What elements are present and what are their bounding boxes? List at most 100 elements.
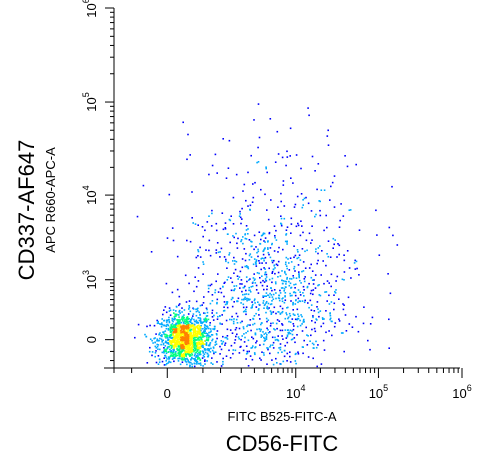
event-dot [156,345,159,348]
event-dot [242,349,245,352]
event-dot [206,333,209,335]
event-dot [177,346,180,348]
event-dot [303,289,305,291]
event-dot [208,239,211,242]
event-dot [253,119,255,121]
event-dot [189,310,192,313]
event-dot [176,340,179,343]
event-dot [297,313,299,316]
event-dot [201,341,204,344]
event-dot [266,363,268,365]
event-dot [224,228,227,230]
event-dot [245,358,247,360]
event-dot [267,294,269,296]
event-dot [269,303,272,306]
event-dot [285,280,288,283]
event-dot [209,324,211,326]
event-dot [266,171,268,174]
event-dot [162,342,165,345]
event-dot [209,284,212,287]
event-dot [316,319,318,321]
event-dot [200,322,202,324]
event-dot [277,339,280,342]
event-dot [155,347,158,349]
event-dot [281,310,284,313]
event-dot [144,333,146,336]
event-dot [260,323,262,326]
event-dot [307,356,310,358]
event-dot [177,357,179,360]
event-dot [265,273,268,276]
event-dot [290,261,293,263]
event-dot [214,291,216,294]
event-dot [276,362,278,364]
event-dot [333,302,336,305]
event-dot [202,343,205,345]
event-dot [263,340,266,342]
event-dot [222,286,224,288]
event-dot [265,335,268,338]
event-dot [180,334,183,336]
event-dot [176,333,178,335]
event-dot [229,329,232,331]
event-dot [254,332,257,334]
event-dot [260,188,262,191]
event-dot [198,343,200,346]
event-dot [195,308,197,311]
event-dot [177,352,179,354]
event-dot [170,354,172,356]
event-dot [222,310,225,312]
event-dot [222,340,225,343]
event-dot [284,263,287,266]
event-dot [290,286,293,289]
event-dot [266,307,268,309]
event-dot [270,287,272,289]
event-dot [157,355,160,357]
event-dot [181,349,183,351]
event-dot [300,220,302,222]
event-dot [262,250,265,252]
event-dot [142,184,145,187]
event-dot [262,232,265,234]
event-dot [299,319,301,322]
event-dot [210,347,212,350]
event-dot [288,280,290,283]
event-dot [167,342,169,344]
event-dot [210,330,212,332]
event-dot [151,351,154,353]
event-dot [169,331,172,334]
event-dot [213,351,215,354]
event-dot [190,328,193,331]
event-dot [230,277,232,279]
event-dot [271,344,274,346]
event-dot [282,180,285,182]
event-dot [206,315,209,317]
event-dot [306,285,309,288]
event-dot [309,299,312,302]
event-dot [207,339,210,342]
event-dot [231,305,234,308]
event-dot [177,348,180,351]
event-dot [282,248,284,251]
event-dot [200,345,203,347]
event-dot [188,345,191,348]
event-dot [169,314,172,316]
event-dot [334,292,337,294]
event-dot [276,264,279,267]
event-dot [195,363,198,365]
event-dot [211,300,214,302]
event-dot [176,325,178,327]
event-dot [163,347,165,349]
event-dot [145,335,147,338]
event-dot [286,313,288,316]
event-dot [178,357,181,359]
event-dot [241,298,243,301]
event-dot [312,316,314,319]
event-dot [261,351,263,353]
event-dot [262,233,264,235]
event-dot [263,259,265,262]
event-dot [186,326,189,329]
event-dot [176,348,178,351]
event-dot [164,335,166,338]
